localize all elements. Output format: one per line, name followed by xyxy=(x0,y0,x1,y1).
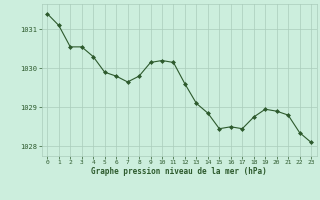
X-axis label: Graphe pression niveau de la mer (hPa): Graphe pression niveau de la mer (hPa) xyxy=(91,167,267,176)
